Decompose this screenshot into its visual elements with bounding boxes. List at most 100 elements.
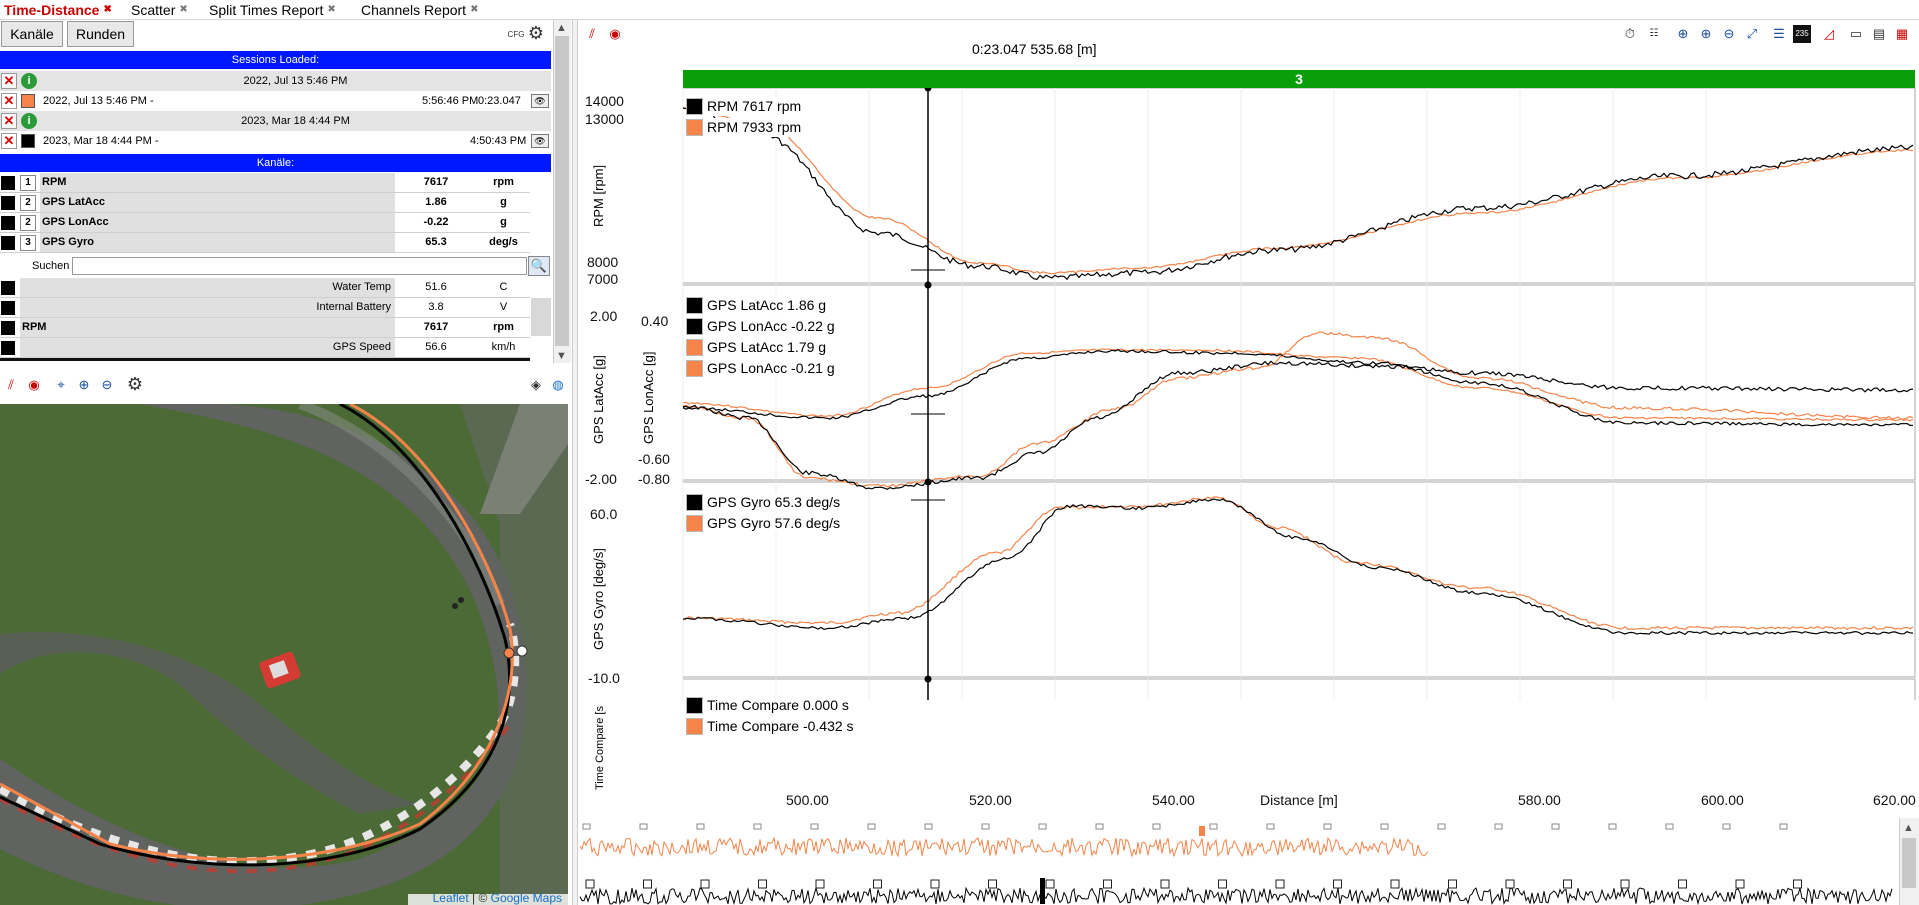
- visibility-eye-icon[interactable]: 👁: [531, 94, 549, 108]
- counter-icon[interactable]: 235: [1793, 25, 1811, 43]
- edit-lines-icon[interactable]: ⫽: [8, 377, 14, 392]
- tab-scatter[interactable]: Scatter ✖: [131, 1, 188, 19]
- zoom-out-icon[interactable]: ⊖: [1723, 26, 1735, 41]
- warning-icon[interactable]: ◿: [1824, 26, 1834, 41]
- zoom-out-icon[interactable]: ⊖: [101, 377, 113, 392]
- y-tick-label: -0.80: [638, 471, 670, 487]
- zoom-in-icon[interactable]: ⊕: [1700, 26, 1712, 41]
- x-tick-label: 540.00: [1152, 792, 1195, 808]
- channel-color-swatch[interactable]: [1, 321, 15, 335]
- chart-svg[interactable]: [578, 88, 1919, 700]
- list-scroll-thumb[interactable]: [531, 298, 551, 336]
- y-axis-label: GPS LatAcc [g]: [591, 355, 606, 444]
- edit-lines-icon[interactable]: ⫽: [589, 26, 595, 41]
- scroll-up-icon[interactable]: ▲: [1903, 822, 1914, 834]
- gear-icon[interactable]: ⚙: [527, 23, 545, 43]
- channel-list-row[interactable]: GPS Speed 56.6 km/h: [0, 338, 530, 358]
- globe-icon[interactable]: ◍: [552, 377, 564, 392]
- legend-entry[interactable]: RPM 7933 rpm: [686, 118, 806, 137]
- info-icon[interactable]: i: [21, 73, 37, 89]
- channel-list-row[interactable]: Internal Battery 3.8 V: [0, 298, 530, 318]
- splitter[interactable]: [572, 20, 578, 905]
- window-icon[interactable]: ▭: [1849, 26, 1863, 41]
- close-icon[interactable]: ✖: [179, 4, 188, 15]
- remove-lap-icon[interactable]: ✕: [1, 93, 17, 109]
- overview-lap-marker: [1333, 879, 1342, 889]
- legend-entry[interactable]: GPS LonAcc -0.21 g: [686, 359, 839, 378]
- legend-entry[interactable]: GPS LatAcc 1.79 g: [686, 338, 831, 357]
- channel-color-swatch[interactable]: [1, 301, 15, 315]
- y-tick-label: 2.00: [590, 308, 618, 324]
- google-maps-link[interactable]: Google Maps: [490, 891, 562, 905]
- split-icon[interactable]: ☷: [1649, 28, 1659, 39]
- locate-icon[interactable]: ⌖: [57, 377, 65, 392]
- cfg-icon[interactable]: CFG: [507, 30, 525, 39]
- lap-label: 3: [1295, 71, 1303, 87]
- tab-label: Scatter: [131, 2, 176, 18]
- scroll-thumb[interactable]: [555, 36, 569, 346]
- legend-entry[interactable]: RPM 7617 rpm: [686, 97, 806, 116]
- zoom-area-icon[interactable]: ⊕: [1677, 26, 1689, 41]
- session-row[interactable]: ✕ 2023, Mar 18 4:44 PM - 4:50:43 PM 👁: [0, 131, 551, 151]
- selected-channel-row[interactable]: 2 GPS LonAcc -0.22 g: [0, 213, 530, 233]
- legend-entry[interactable]: Time Compare 0.000 s: [686, 696, 853, 715]
- remove-lap-icon[interactable]: ✕: [1, 133, 17, 149]
- palette-icon[interactable]: ▦: [1895, 26, 1909, 41]
- session-row[interactable]: ✕ 2022, Jul 13 5:46 PM - 5:56:46 PM 0:23…: [0, 91, 551, 111]
- search-icon[interactable]: 🔍: [528, 256, 550, 276]
- selected-channel-row[interactable]: 2 GPS LatAcc 1.86 g: [0, 193, 530, 213]
- channel-color-swatch[interactable]: [1, 236, 15, 250]
- stopwatch-icon[interactable]: ⏱: [1624, 26, 1636, 41]
- info-icon[interactable]: i: [21, 113, 37, 129]
- channel-list-row[interactable]: RPM 7617 rpm: [0, 318, 530, 338]
- channel-list-row[interactable]: Water Temp 51.6 C: [0, 278, 530, 298]
- channel-color-swatch[interactable]: [1, 196, 15, 210]
- lap-bar[interactable]: 3: [683, 70, 1915, 88]
- record-icon[interactable]: ◉: [28, 377, 40, 392]
- gear-icon[interactable]: ⚙: [126, 374, 144, 394]
- session-color-swatch[interactable]: [21, 134, 35, 148]
- channel-color-swatch[interactable]: [1, 176, 15, 190]
- lonacc-trace-session-b: [682, 360, 1914, 490]
- laps-button[interactable]: Runden: [67, 21, 134, 47]
- zoom-in-icon[interactable]: ⊕: [78, 377, 90, 392]
- close-icon[interactable]: ✖: [103, 4, 112, 15]
- remove-session-icon[interactable]: ✕: [1, 73, 17, 89]
- zoom-fit-icon[interactable]: ⤢: [1746, 26, 1758, 41]
- search-input[interactable]: [72, 257, 527, 275]
- scroll-thumb[interactable]: [1902, 838, 1916, 888]
- layout-icon[interactable]: ▤: [1872, 26, 1886, 41]
- session-color-swatch[interactable]: [21, 94, 35, 108]
- tab-split-times-report[interactable]: Split Times Report ✖: [209, 1, 336, 19]
- tab-time-distance[interactable]: Time-Distance ✖: [4, 1, 112, 19]
- visibility-eye-icon[interactable]: 👁: [531, 134, 549, 148]
- plot-area: [682, 481, 1916, 678]
- track-map[interactable]: Leaflet | © Google Maps: [0, 404, 568, 905]
- stack-icon[interactable]: ☰: [1773, 26, 1785, 41]
- leaflet-link[interactable]: Leaflet: [432, 891, 469, 905]
- remove-session-icon[interactable]: ✕: [1, 113, 17, 129]
- scroll-up-icon[interactable]: ▲: [556, 22, 567, 34]
- lap-overview-strip[interactable]: [578, 818, 1919, 905]
- channel-color-swatch[interactable]: [1, 341, 15, 355]
- record-icon[interactable]: ◉: [609, 26, 621, 41]
- selected-channel-row[interactable]: 1 RPM 7617 rpm: [0, 173, 530, 193]
- channel-color-swatch[interactable]: [1, 216, 15, 230]
- plot-area: [682, 284, 1916, 481]
- channel-name: GPS Speed: [20, 338, 395, 357]
- layers-icon[interactable]: ◈: [531, 377, 541, 392]
- legend-entry[interactable]: Time Compare -0.432 s: [686, 717, 858, 736]
- channels-button[interactable]: Kanäle: [1, 21, 63, 47]
- tab-channels-report[interactable]: Channels Report ✖: [361, 1, 478, 19]
- legend-entry[interactable]: GPS LonAcc -0.22 g: [686, 317, 839, 336]
- channel-color-swatch[interactable]: [1, 281, 15, 295]
- close-icon[interactable]: ✖: [470, 4, 479, 15]
- close-icon[interactable]: ✖: [327, 4, 336, 15]
- scroll-down-icon[interactable]: ▼: [556, 350, 567, 362]
- plot-area: [682, 88, 1916, 284]
- selected-channel-row[interactable]: 3 GPS Gyro 65.3 deg/s: [0, 233, 530, 253]
- legend-entry[interactable]: GPS Gyro 57.6 deg/s: [686, 514, 845, 533]
- legend-entry[interactable]: GPS LatAcc 1.86 g: [686, 296, 831, 315]
- overview-lap-marker: [1608, 823, 1617, 830]
- legend-entry[interactable]: GPS Gyro 65.3 deg/s: [686, 493, 845, 512]
